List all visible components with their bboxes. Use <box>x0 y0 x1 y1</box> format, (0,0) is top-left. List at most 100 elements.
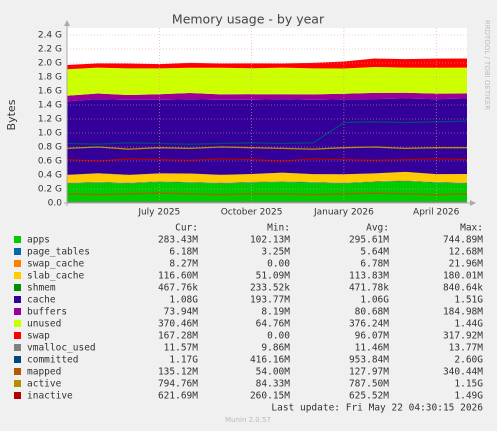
legend-label: swap_cache <box>27 259 84 270</box>
legend-value: 8.27M <box>169 259 198 270</box>
legend-label: unused <box>27 319 61 330</box>
x-tick-label: April 2026 <box>413 208 460 218</box>
legend-value: 9.86M <box>261 343 290 354</box>
legend-swatch <box>14 320 21 327</box>
legend-value: 0.00 <box>267 331 290 342</box>
legend-label: cache <box>27 295 56 306</box>
chart-title: Memory usage - by year <box>172 12 325 27</box>
legend-value: 11.57M <box>164 343 199 354</box>
y-tick-label: 0.6 G <box>38 157 62 167</box>
legend-value: 467.76k <box>158 283 198 294</box>
legend-value: 96.07M <box>355 331 390 342</box>
y-tick-label: 1.8 G <box>38 73 62 83</box>
y-tick-label: 1.0 G <box>38 129 62 139</box>
legend-swatch <box>14 392 21 399</box>
footer: Munin 2.0.57 <box>225 416 271 424</box>
legend-label: buffers <box>27 307 67 318</box>
line <box>66 120 468 145</box>
last-update: Last update: Fri May 22 04:30:15 2026 <box>271 403 483 414</box>
legend-label: committed <box>27 355 78 366</box>
legend-value: 787.50M <box>349 379 389 390</box>
legend-value: 840.64k <box>443 283 483 294</box>
area <box>67 92 467 102</box>
legend-value: 84.33M <box>256 379 291 390</box>
legend-swatch <box>14 368 21 375</box>
legend-swatch <box>14 296 21 303</box>
legend-label: active <box>27 379 62 390</box>
legend-value: 295.61M <box>349 235 389 246</box>
legend-value: 260.15M <box>250 391 290 402</box>
legend-value: 471.78k <box>349 283 389 294</box>
legend-value: 167.28M <box>158 331 198 342</box>
legend-value: 1.17G <box>169 355 198 366</box>
legend-value: 794.76M <box>158 379 198 390</box>
y-tick-label: 2.4 G <box>38 31 62 41</box>
y-tick-label: 2.2 G <box>38 45 62 55</box>
y-tick-label: 0.2 G <box>38 185 62 195</box>
legend-value: 73.94M <box>164 307 199 318</box>
legend-value: 621.69M <box>158 391 198 402</box>
y-tick-label: 1.6 G <box>38 87 62 97</box>
legend-value: 1.44G <box>454 319 483 330</box>
legend-label: mapped <box>27 367 61 378</box>
legend-value: 283.43M <box>158 235 198 246</box>
legend-value: 135.12M <box>158 367 198 378</box>
line <box>66 192 468 196</box>
legend-value: 8.19M <box>261 307 290 318</box>
side-label: RRDTOOL / TOBI OETIKER <box>483 20 491 110</box>
legend-label: swap <box>27 331 50 342</box>
legend-value: 54.00M <box>256 367 291 378</box>
legend-value: 3.25M <box>261 247 290 258</box>
legend-header: Avg: <box>366 223 389 234</box>
legend-value: 193.77M <box>250 295 290 306</box>
legend-value: 953.84M <box>349 355 389 366</box>
x-axis-arrow <box>470 200 476 206</box>
legend-value: 184.98M <box>443 307 483 318</box>
legend-label: vmalloc_used <box>27 343 96 354</box>
legend-value: 1.15G <box>454 379 483 390</box>
y-tick-label: 0.8 G <box>38 143 62 153</box>
legend-swatch <box>14 308 21 315</box>
line <box>66 146 467 150</box>
legend-value: 116.60M <box>158 271 198 282</box>
area <box>67 180 467 184</box>
legend-value: 416.16M <box>250 355 290 366</box>
legend-swatch <box>14 380 21 387</box>
legend-swatch <box>14 284 21 291</box>
legend-value: 127.97M <box>349 367 389 378</box>
legend-header: Max: <box>460 223 483 234</box>
y-tick-label: 0.4 G <box>38 171 62 181</box>
legend-value: 340.44M <box>443 367 483 378</box>
legend-header: Cur: <box>175 223 198 234</box>
legend-value: 370.46M <box>158 319 198 330</box>
legend-value: 1.51G <box>454 295 483 306</box>
y-axis-label: Bytes <box>5 99 18 130</box>
line <box>66 158 468 162</box>
x-tick-label: October 2025 <box>221 208 283 218</box>
legend-value: 5.64M <box>360 247 389 258</box>
legend-swatch <box>14 272 21 279</box>
legend-label: slab_cache <box>27 271 84 282</box>
legend-swatch <box>14 236 21 243</box>
legend-value: 113.83M <box>349 271 389 282</box>
y-tick-label: 0.0 <box>48 199 63 209</box>
legend-value: 233.52k <box>250 283 290 294</box>
legend-swatch <box>14 332 21 339</box>
legend-value: 1.49G <box>454 391 483 402</box>
legend-swatch <box>14 260 21 267</box>
legend-value: 2.60G <box>454 355 483 366</box>
legend-value: 12.68M <box>449 247 484 258</box>
legend-value: 51.09M <box>256 271 291 282</box>
legend-value: 1.06G <box>360 295 389 306</box>
legend-value: 0.00 <box>267 259 290 270</box>
legend-value: 744.89M <box>443 235 483 246</box>
legend-value: 625.52M <box>349 391 389 402</box>
legend-label: shmem <box>27 283 56 294</box>
x-tick-label: January 2026 <box>313 208 374 218</box>
legend-value: 6.18M <box>169 247 198 258</box>
x-tick-label: July 2025 <box>137 208 180 218</box>
area <box>67 181 467 203</box>
legend-value: 180.01M <box>443 271 483 282</box>
legend-value: 317.92M <box>443 331 483 342</box>
